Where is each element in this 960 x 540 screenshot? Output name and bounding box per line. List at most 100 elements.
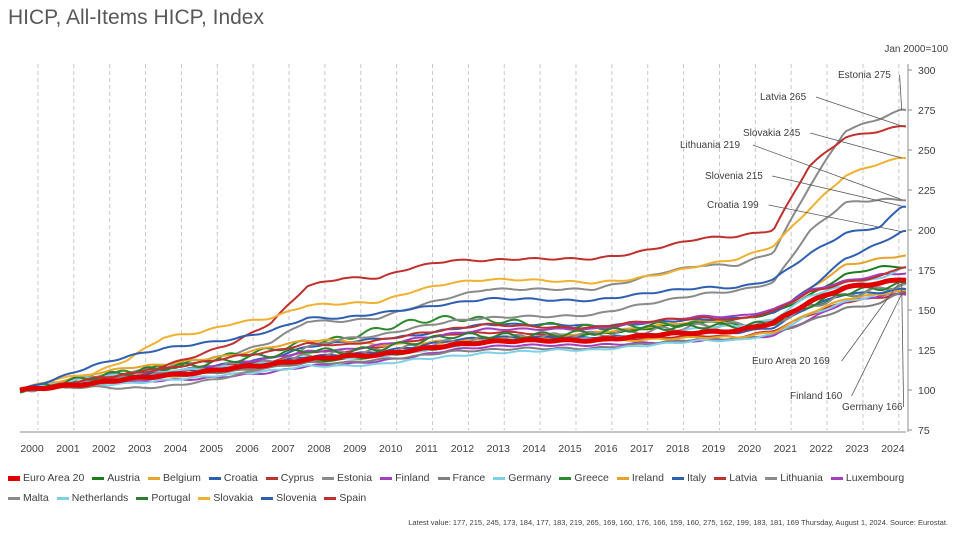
legend-label: Netherlands bbox=[71, 492, 129, 504]
annotation-layer: Estonia 275 Latvia 265 Slovakia 245Lithuan… bbox=[680, 70, 904, 413]
legend-swatch bbox=[380, 476, 393, 480]
legend-label: Portugal bbox=[151, 492, 191, 504]
annotation-label: Germany 166 bbox=[842, 402, 903, 413]
legend-item: Ireland bbox=[616, 468, 664, 488]
legend-label: Finland bbox=[395, 472, 430, 484]
y-tick-label: 125 bbox=[918, 345, 936, 357]
legend-label: Belgium bbox=[162, 472, 201, 484]
series-layer bbox=[19, 108, 907, 394]
annotation-leader bbox=[772, 175, 902, 207]
legend-label: Germany bbox=[508, 472, 552, 484]
legend-label: Spain bbox=[339, 492, 367, 504]
series-line bbox=[19, 283, 907, 391]
legend-item: Belgium bbox=[147, 468, 201, 488]
series-line bbox=[19, 156, 907, 392]
annotation-label: Estonia 275 bbox=[838, 70, 891, 81]
annotation-leader bbox=[752, 144, 902, 200]
footnote: Latest value: 177, 215, 245, 173, 184, 1… bbox=[408, 518, 948, 527]
x-tick-label: 2018 bbox=[666, 443, 690, 455]
annotation-label: Slovakia 245 bbox=[743, 128, 801, 139]
y-tick-label: 300 bbox=[918, 65, 936, 77]
annotation-leader bbox=[815, 96, 902, 127]
legend-label: Italy bbox=[686, 472, 707, 484]
legend-swatch bbox=[92, 476, 105, 480]
x-tick-label: 2002 bbox=[92, 443, 116, 455]
legend-item: Lithuania bbox=[765, 468, 823, 488]
x-tick-label: 2020 bbox=[738, 443, 762, 455]
legend-swatch bbox=[8, 496, 20, 500]
legend-label: Estonia bbox=[337, 472, 373, 484]
legend-swatch bbox=[261, 496, 274, 500]
x-tick-label: 2004 bbox=[164, 443, 188, 455]
x-tick-label: 2014 bbox=[523, 443, 547, 455]
x-tick-label: 2022 bbox=[809, 443, 833, 455]
line-chart: 2000 2001 2002 2003 2004 2005 2006 2007 2008 2009… bbox=[19, 64, 936, 455]
legend-label: Cyprus bbox=[280, 472, 315, 484]
chart-title: HICP, All-Items HICP, Index bbox=[8, 6, 264, 29]
annotation-leader bbox=[841, 279, 903, 362]
legend-swatch bbox=[8, 475, 20, 481]
legend-label: Austria bbox=[107, 472, 140, 484]
series-line bbox=[19, 205, 907, 391]
legend-label: Slovakia bbox=[213, 492, 254, 504]
legend-swatch bbox=[493, 476, 506, 480]
legend-item: Slovenia bbox=[261, 488, 316, 508]
y-tick-label: 225 bbox=[918, 185, 936, 197]
legend-label: Lithuania bbox=[780, 472, 823, 484]
y-tick-label: 200 bbox=[918, 225, 936, 237]
legend-item: Germany bbox=[493, 468, 551, 488]
legend-swatch bbox=[616, 476, 629, 480]
legend-item: Greece bbox=[559, 468, 609, 488]
x-tick-label: 2003 bbox=[128, 443, 152, 455]
annotation-label: Euro Area 20 169 bbox=[752, 356, 830, 367]
series-line bbox=[19, 277, 907, 393]
legend-item: Finland bbox=[380, 468, 430, 488]
x-tick-label: 2016 bbox=[594, 443, 618, 455]
x-tick-label: 2024 bbox=[881, 443, 905, 455]
x-tick-label: 2010 bbox=[379, 443, 403, 455]
x-tick-label: 2009 bbox=[343, 443, 367, 455]
legend-label: Euro Area 20 bbox=[23, 472, 85, 484]
annotation-label: Latvia 265 bbox=[760, 92, 807, 103]
legend: Euro Area 20 Austria Belgium Croatia Cyprus E… bbox=[8, 468, 938, 508]
annotation-leader bbox=[768, 204, 902, 232]
legend-swatch bbox=[198, 496, 211, 500]
legend-item: Slovakia bbox=[198, 488, 253, 508]
legend-swatch bbox=[714, 476, 727, 480]
legend-item: France bbox=[437, 468, 485, 488]
x-tick-label: 2019 bbox=[702, 443, 726, 455]
annotation-label: Slovenia 215 bbox=[705, 171, 763, 182]
y-tick-label: 275 bbox=[918, 105, 936, 117]
legend-swatch bbox=[559, 476, 572, 480]
annotation-label: Lithuania 219 bbox=[680, 140, 740, 151]
annotation-leader bbox=[899, 74, 903, 111]
legend-item: Portugal bbox=[136, 488, 190, 508]
y-tick-label: 175 bbox=[918, 265, 936, 277]
x-tick-label: 2013 bbox=[487, 443, 511, 455]
legend-swatch bbox=[147, 476, 160, 480]
legend-item: Croatia bbox=[208, 468, 258, 488]
x-tick-label: 2015 bbox=[558, 443, 582, 455]
legend-label: Luxembourg bbox=[845, 472, 905, 484]
legend-item: Malta bbox=[8, 488, 49, 508]
annotation-label: Croatia 199 bbox=[707, 200, 759, 211]
annotation-leader bbox=[901, 284, 904, 408]
annotation-leader bbox=[810, 132, 902, 159]
x-tick-label: 2021 bbox=[774, 443, 798, 455]
legend-swatch bbox=[671, 476, 684, 480]
legend-item: Cyprus bbox=[265, 468, 315, 488]
legend-swatch bbox=[56, 496, 69, 500]
legend-swatch bbox=[437, 476, 450, 480]
series-line bbox=[19, 266, 907, 391]
legend-swatch bbox=[322, 476, 335, 480]
legend-swatch bbox=[830, 476, 843, 480]
x-tick-label: 2012 bbox=[451, 443, 475, 455]
y-tick-label: 250 bbox=[918, 145, 936, 157]
legend-swatch bbox=[324, 496, 337, 500]
legend-label: Croatia bbox=[223, 472, 258, 484]
x-tick-label: 2005 bbox=[200, 443, 224, 455]
legend-label: Slovenia bbox=[276, 492, 317, 504]
legend-label: Greece bbox=[574, 472, 609, 484]
series-line bbox=[19, 125, 907, 392]
legend-item: Italy bbox=[671, 468, 707, 488]
